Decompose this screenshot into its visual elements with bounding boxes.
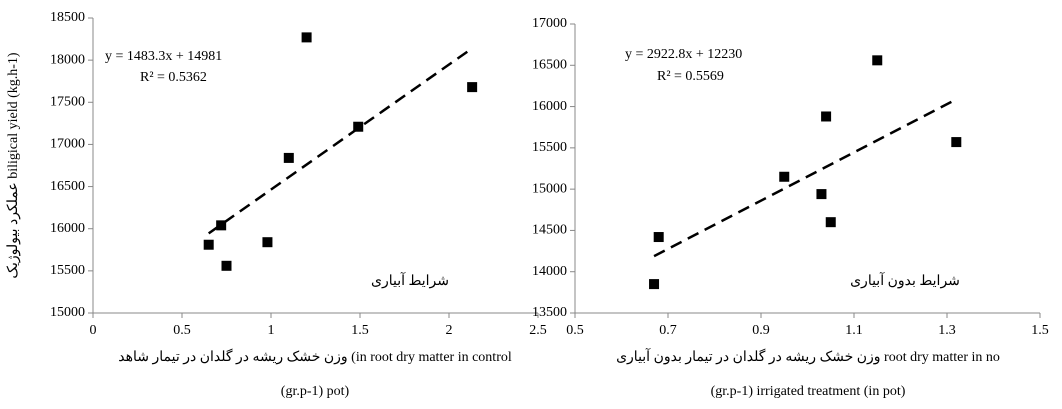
x-tick-label: 1.1 bbox=[845, 323, 863, 338]
point bbox=[216, 220, 227, 231]
equation: y = 2922.8x + 12230 bbox=[625, 47, 742, 62]
x-axis-label: وزن خشک ریشه در گلدان در تیمار شاهد (in … bbox=[118, 348, 512, 365]
x-tick-label: 1.5 bbox=[1031, 323, 1049, 338]
y-tick-label: 16000 bbox=[50, 221, 85, 236]
y-tick-label: 13500 bbox=[532, 305, 567, 320]
x-tick-label: 1.5 bbox=[351, 323, 369, 338]
point bbox=[262, 237, 273, 248]
point bbox=[951, 137, 962, 148]
y-tick-label: 15000 bbox=[532, 181, 567, 196]
y-tick-label: 15500 bbox=[50, 263, 85, 278]
point bbox=[872, 55, 883, 66]
y-tick-label: 17500 bbox=[50, 95, 85, 110]
x-tick-label: 0.7 bbox=[659, 323, 677, 338]
y-tick-label: 15000 bbox=[50, 305, 85, 320]
point bbox=[283, 152, 294, 163]
x-tick-label: 0.5 bbox=[173, 323, 191, 338]
y-tick-label: 17000 bbox=[50, 137, 85, 152]
y-tick-label: 14500 bbox=[532, 223, 567, 238]
x-tick-label: 0.9 bbox=[752, 323, 770, 338]
annotation: شرایط بدون آبیاری bbox=[850, 271, 960, 289]
x-tick-label: 1.3 bbox=[938, 323, 956, 338]
x-axis-label: (gr.p-1) pot) bbox=[281, 384, 350, 399]
y-axis-label: عملکرد بیولوژیک biligical yield (kg.h-1) bbox=[6, 52, 21, 279]
point bbox=[353, 121, 364, 132]
y-tick-label: 15500 bbox=[532, 140, 567, 155]
y-tick-label: 18500 bbox=[50, 10, 85, 25]
y-tick-label: 17000 bbox=[532, 16, 567, 31]
point bbox=[653, 232, 664, 243]
y-tick-label: 14000 bbox=[532, 264, 567, 279]
point bbox=[221, 260, 232, 271]
r-squared: R² = 0.5362 bbox=[140, 70, 207, 85]
x-tick-label: 1 bbox=[268, 323, 275, 338]
point bbox=[816, 189, 827, 200]
x-axis-label: وزن خشک ریشه در گلدان در تیمار بدون آبیا… bbox=[616, 347, 1000, 365]
point bbox=[203, 239, 214, 250]
trendline bbox=[653, 98, 957, 258]
x-tick-label: 2.5 bbox=[529, 323, 547, 338]
point bbox=[825, 217, 836, 228]
r-squared: R² = 0.5569 bbox=[657, 69, 724, 84]
point bbox=[467, 82, 478, 93]
y-tick-label: 16500 bbox=[50, 179, 85, 194]
y-tick-label: 16000 bbox=[532, 99, 567, 114]
point bbox=[301, 32, 312, 43]
x-tick-label: 2 bbox=[446, 323, 453, 338]
x-tick-label: 0 bbox=[90, 323, 97, 338]
x-tick-label: 0.5 bbox=[566, 323, 584, 338]
point bbox=[779, 171, 790, 182]
point bbox=[649, 279, 660, 290]
x-axis-label: (gr.p-1) irrigated treatment (in pot) bbox=[711, 384, 906, 399]
point bbox=[821, 111, 832, 122]
y-tick-label: 16500 bbox=[532, 58, 567, 73]
y-tick-label: 18000 bbox=[50, 52, 85, 67]
annotation: شرایط آبیاری bbox=[371, 271, 449, 289]
equation: y = 1483.3x + 14981 bbox=[105, 49, 222, 64]
trendline bbox=[207, 47, 473, 235]
